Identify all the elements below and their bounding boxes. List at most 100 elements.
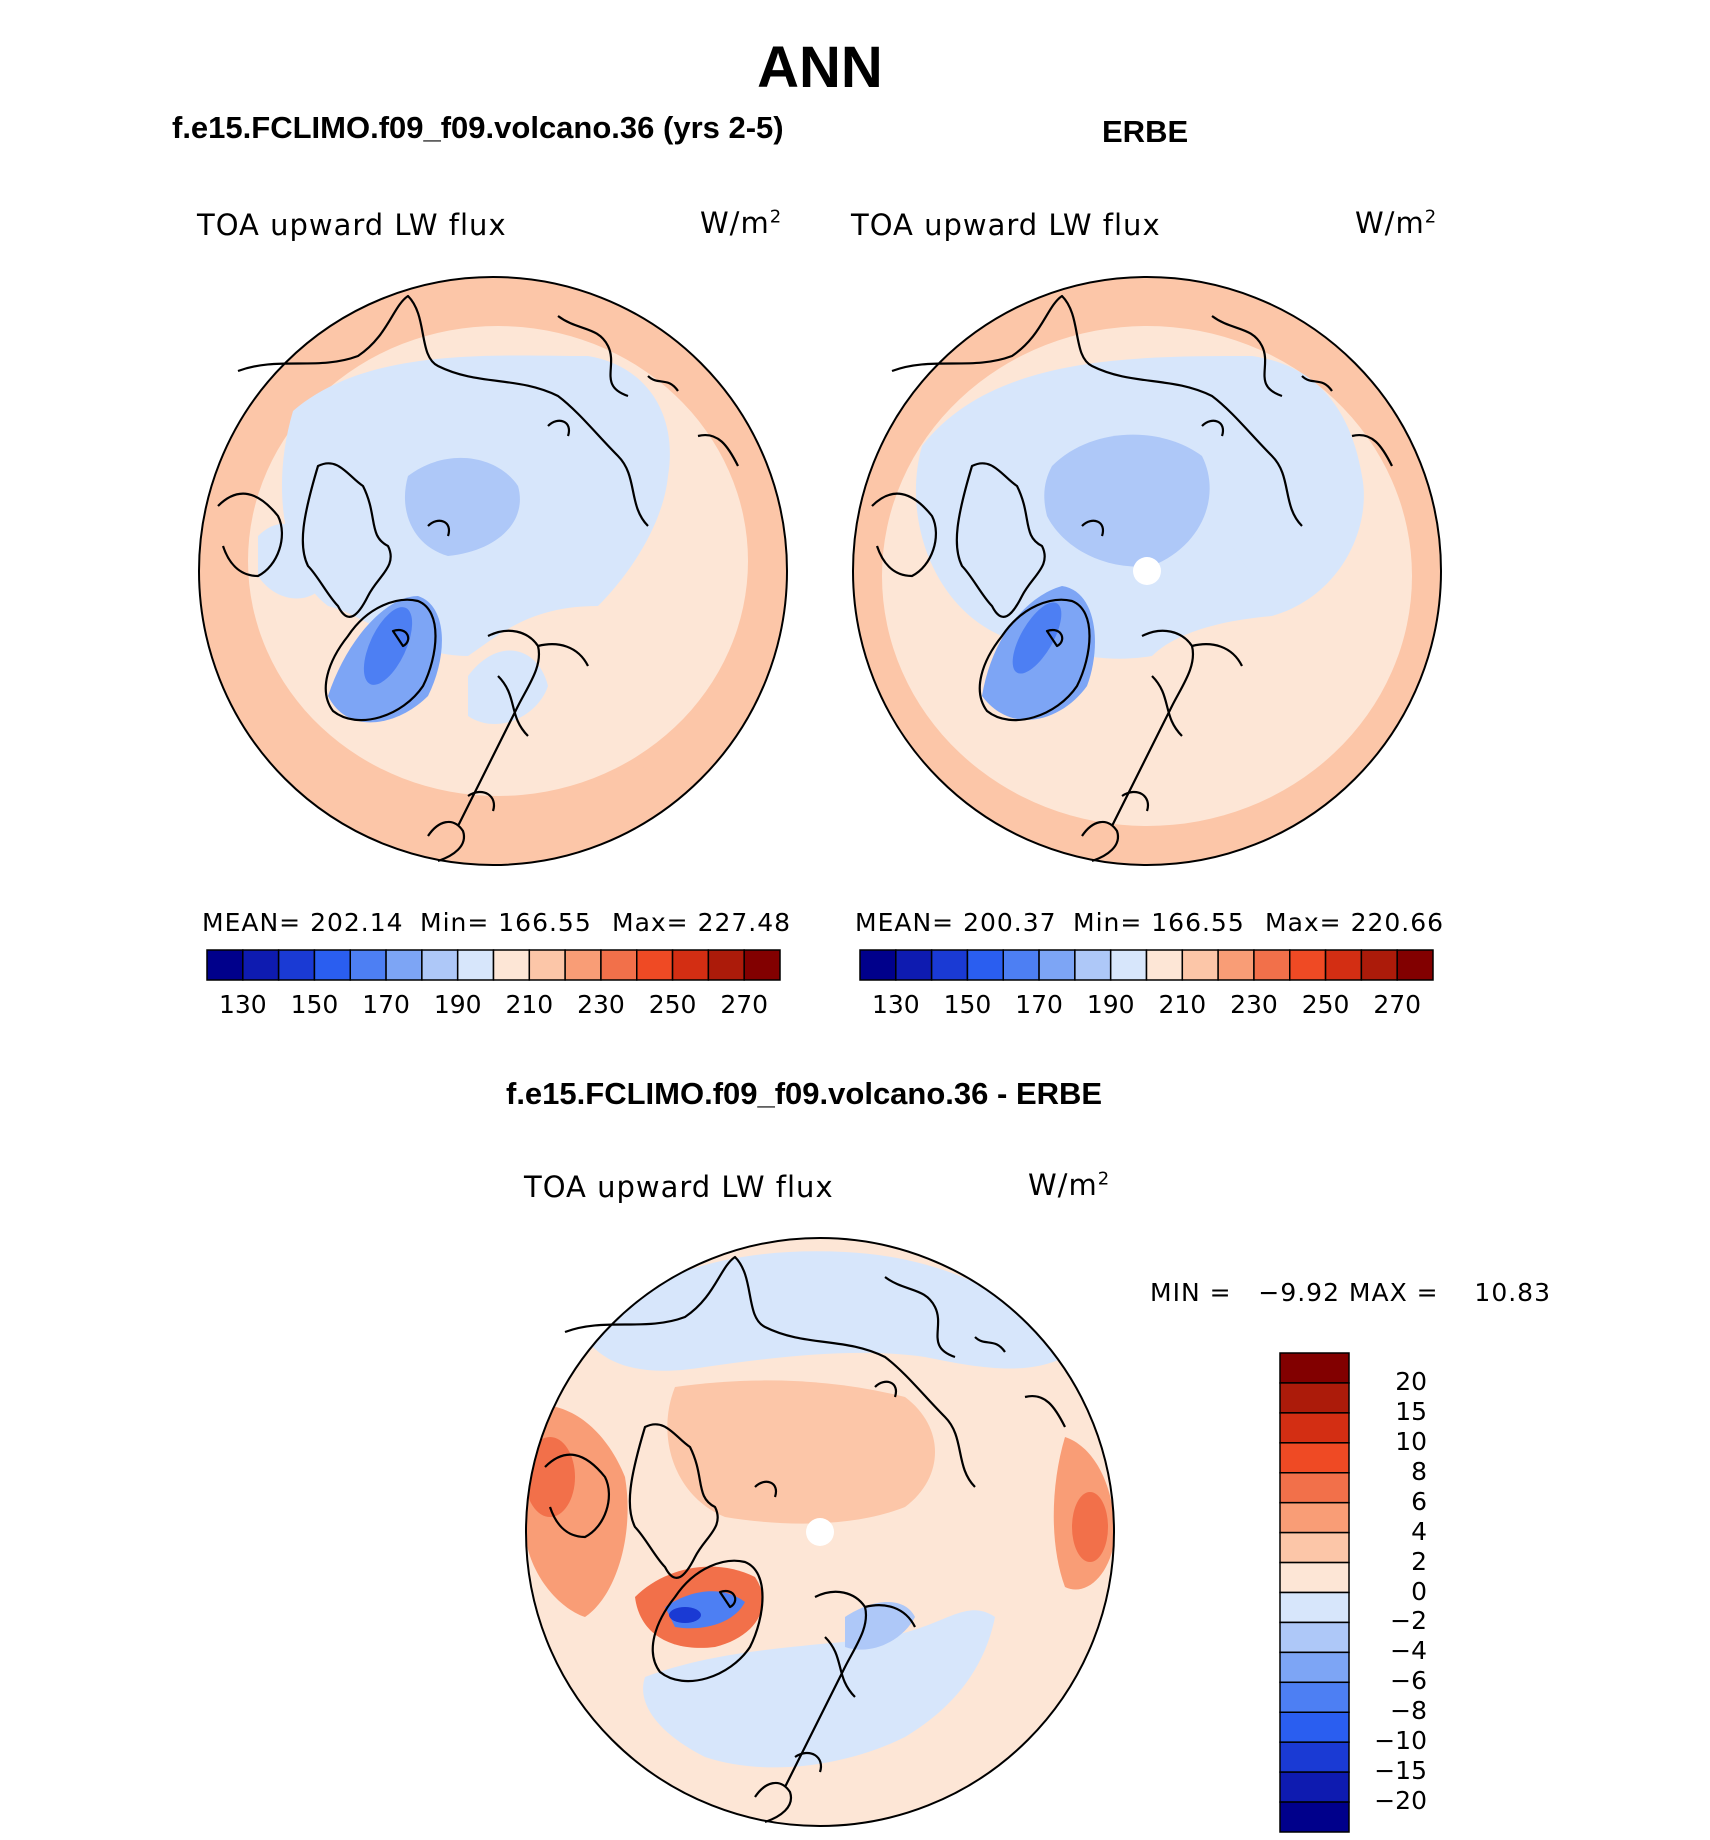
panel2-colorbar-box-11 xyxy=(1253,949,1291,981)
panel1-field-greenland-core xyxy=(363,607,413,685)
panel1-field-pole-core xyxy=(404,457,520,556)
panel3-coastlines xyxy=(544,1255,1066,1824)
panel1-colorbar-tick: 190 xyxy=(433,990,482,1019)
panel1-colorbar-box-10 xyxy=(564,949,602,981)
panel2-variable-label: TOA upward LW flux xyxy=(851,208,1161,242)
panel2-colorbar-box-1 xyxy=(895,949,933,981)
panel1-map-border xyxy=(198,276,788,866)
panel2-field-europe-cold xyxy=(1232,531,1342,576)
panel3-colorbar-box-8 xyxy=(1279,1591,1350,1624)
panel3-colorbar-box-14 xyxy=(1279,1771,1350,1803)
panel2-colorbar-box-4 xyxy=(1002,949,1040,981)
panel1-colorbar-tick: 270 xyxy=(720,990,769,1019)
panel3-colorbar-tick: −15 xyxy=(1374,1756,1427,1786)
panel1-colorbar-box-1 xyxy=(242,949,280,981)
panel1-colorbar-box-11 xyxy=(600,949,638,981)
panel1-field-scandinavia xyxy=(468,650,548,725)
panel3-colorbar-tick: −20 xyxy=(1374,1786,1427,1816)
panel2-colorbar-box-2 xyxy=(930,949,969,981)
panel2-title: ERBE xyxy=(1102,114,1189,149)
panel3-colorbar-tick: −6 xyxy=(1390,1666,1427,1696)
panel3-colorbar-tick: 4 xyxy=(1411,1516,1427,1546)
panel3-map-border xyxy=(525,1237,1115,1827)
panel2-colorbar-tick: 250 xyxy=(1301,990,1350,1019)
panel2-colorbar-box-12 xyxy=(1289,949,1327,981)
panel2-field-pole-core xyxy=(1044,434,1210,567)
panel1-field-canada-cold xyxy=(258,523,328,599)
panel3-colorbar-tick: −2 xyxy=(1390,1606,1427,1636)
panel1-colorbar-box-12 xyxy=(636,949,674,981)
panel3-field-east-warm-core xyxy=(1072,1492,1108,1562)
panel1-colorbar-tick: 230 xyxy=(577,990,625,1019)
panel3-colorbar-box-6 xyxy=(1279,1531,1350,1564)
panel3-colorbar-box-4 xyxy=(1279,1472,1350,1504)
panel3-colorbar-box-10 xyxy=(1279,1651,1350,1684)
panel3-colorbar-box-1 xyxy=(1279,1382,1350,1414)
panel3-colorbar-tick: 6 xyxy=(1411,1486,1427,1516)
panel3-colorbar-box-7 xyxy=(1279,1561,1350,1594)
panel3-units: W/m2 xyxy=(1028,1168,1111,1202)
panel3-colorbar-box-11 xyxy=(1279,1681,1350,1713)
panel3-variable-label: TOA upward LW flux xyxy=(524,1170,834,1204)
panel1-colorbar xyxy=(206,949,781,981)
panel3-colorbar-box-2 xyxy=(1279,1412,1350,1444)
panel3-field-scandinavia-cold xyxy=(845,1602,915,1650)
panel3-title: f.e15.FCLIMO.f09_f09.volcano.36 - ERBE xyxy=(506,1076,1103,1111)
panel2-colorbar-box-5 xyxy=(1038,949,1076,981)
panel1-title: f.e15.FCLIMO.f09_f09.volcano.36 (yrs 2-5… xyxy=(172,110,784,145)
panel1-colorbar-box-14 xyxy=(707,949,745,981)
panel3-colorbar-tick: −4 xyxy=(1390,1636,1427,1666)
panel1-colorbar-box-3 xyxy=(313,949,351,981)
panel2-colorbar-tick: 150 xyxy=(943,990,992,1019)
panel2-map xyxy=(852,276,1442,866)
panel3-colorbar-tick: 2 xyxy=(1411,1546,1427,1576)
panel2-colorbar-tick: 130 xyxy=(871,990,920,1019)
panel3-colorbar xyxy=(1279,1352,1350,1833)
panel1-units: W/m2 xyxy=(700,206,783,240)
panel3-field-south-cold xyxy=(643,1610,995,1768)
panel2-colorbar-box-7 xyxy=(1109,949,1148,981)
panel2-coastlines xyxy=(871,294,1393,863)
panel1-colorbar-tick: 130 xyxy=(218,990,267,1019)
main-title: ANN xyxy=(757,35,883,100)
panel1-colorbar-box-0 xyxy=(206,949,244,981)
panel1-variable-label: TOA upward LW flux xyxy=(197,208,507,242)
panel3-colorbar-box-3 xyxy=(1279,1442,1350,1474)
panel2-colorbar-tick: 230 xyxy=(1230,990,1278,1019)
panel2-field-greenland-core xyxy=(1012,602,1062,674)
panel3-minmax: MIN = −9.92 MAX = 10.83 xyxy=(1150,1278,1551,1307)
panel2-colorbar-box-0 xyxy=(859,949,897,981)
panel1-colorbar-box-2 xyxy=(277,949,316,981)
panel2-colorbar-box-3 xyxy=(966,949,1004,981)
panel3-colorbar-box-15 xyxy=(1279,1801,1350,1833)
panel1-colorbar-tick: 170 xyxy=(362,990,410,1019)
panel1-mean: MEAN= 202.14 xyxy=(202,908,404,937)
panel2-colorbar-box-13 xyxy=(1324,949,1363,981)
panel3-colorbar-box-9 xyxy=(1279,1621,1350,1654)
panel2-colorbar-box-14 xyxy=(1360,949,1398,981)
panel3-colorbar-tick: 15 xyxy=(1395,1396,1427,1426)
panel3-field-interior-warm xyxy=(667,1380,935,1524)
panel2-colorbar-tick: 190 xyxy=(1086,990,1135,1019)
panel2-colorbar xyxy=(859,949,1434,981)
panel2-map-border xyxy=(852,276,1442,866)
panel3-colorbar-tick: 0 xyxy=(1411,1576,1427,1606)
panel2-colorbar-box-15 xyxy=(1396,949,1434,981)
panel1-colorbar-box-7 xyxy=(456,949,495,981)
panel3-colorbar-tick: −10 xyxy=(1374,1726,1427,1756)
panel2-max: Max= 220.66 xyxy=(1265,908,1445,937)
panel3-field-west-warm-core xyxy=(526,1437,575,1517)
panel2-units: W/m2 xyxy=(1355,206,1438,240)
panel1-colorbar-box-5 xyxy=(385,949,423,981)
panel2-colorbar-box-6 xyxy=(1074,949,1112,981)
panel1-coastlines xyxy=(217,294,739,863)
panel2-colorbar-tick: 270 xyxy=(1373,990,1422,1019)
panel1-min: Min= 166.55 xyxy=(420,908,592,937)
panel3-pole-hole xyxy=(806,1518,834,1546)
panel3-colorbar-tick: 20 xyxy=(1395,1366,1427,1396)
panel3-field-north-cold xyxy=(585,1251,1065,1371)
panel1-max: Max= 227.48 xyxy=(612,908,792,937)
panel2-colorbar-box-8 xyxy=(1145,949,1184,981)
panel1-colorbar-box-4 xyxy=(349,949,387,981)
panel2-colorbar-box-9 xyxy=(1181,949,1219,981)
